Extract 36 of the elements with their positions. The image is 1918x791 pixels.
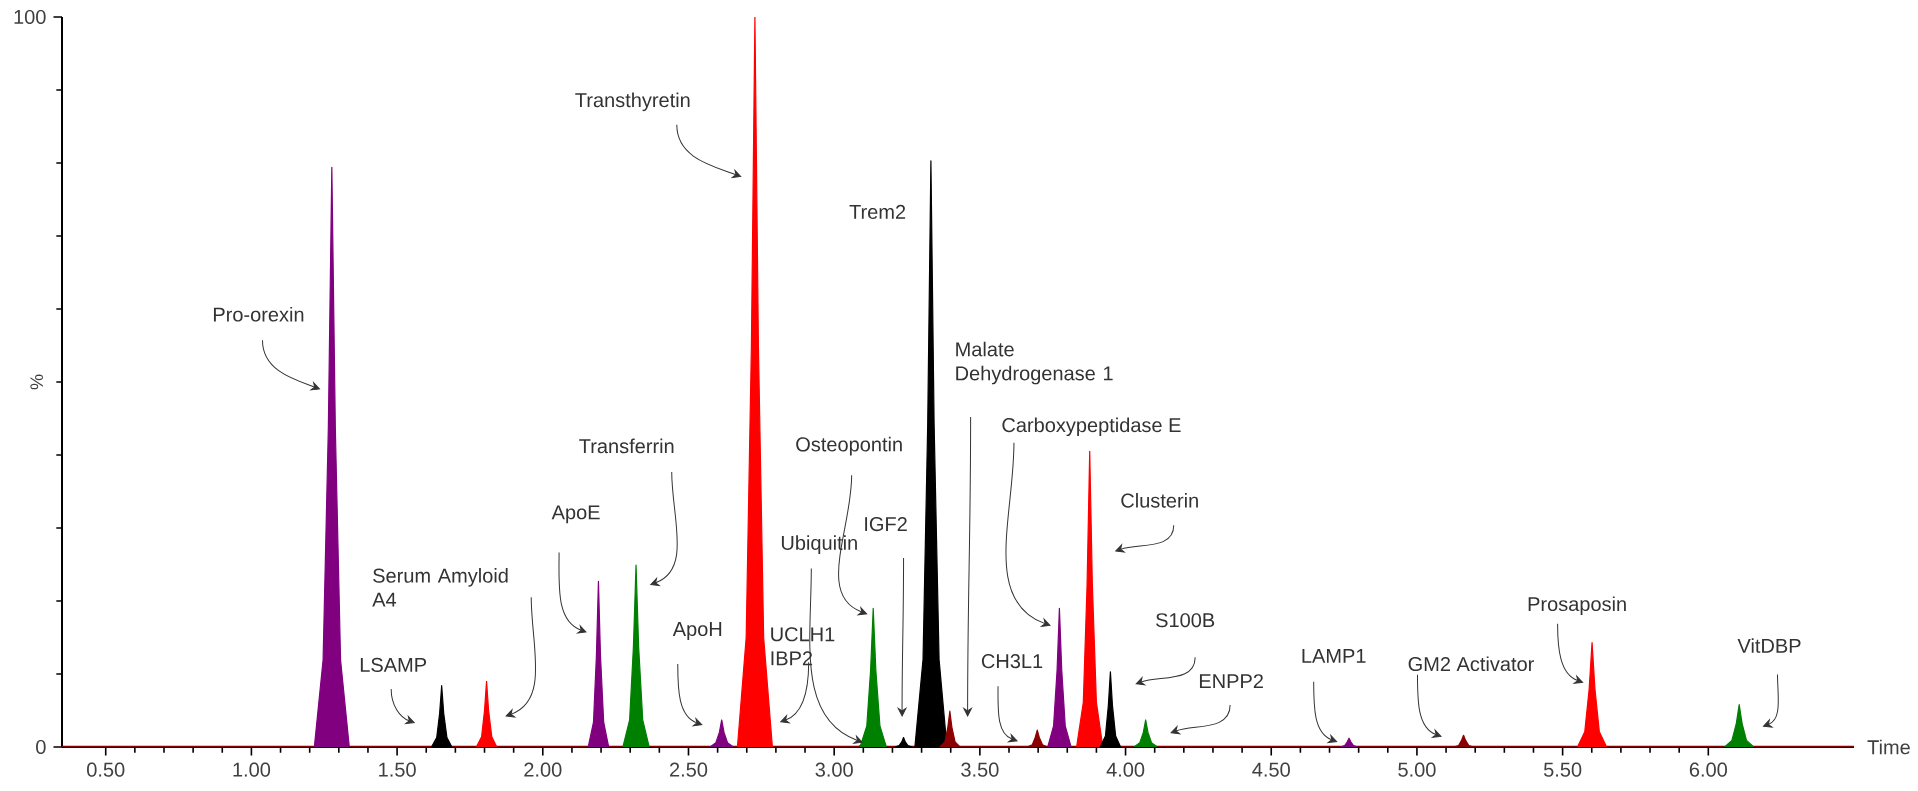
- x-tick-label: 2.50: [670, 762, 708, 777]
- y-axis-title: %: [30, 374, 43, 390]
- x-tick-label: 6.00: [1689, 762, 1727, 777]
- annotation: Malate Dehydrogenase 1: [956, 341, 1113, 385]
- annotation: VitDBP: [1737, 638, 1801, 653]
- annotation: Serum Amyloid A4: [372, 568, 508, 607]
- x-tick-label: 1.00: [233, 762, 271, 777]
- annotation: Transthyretin: [575, 92, 690, 112]
- annotation: Pro-orexin: [213, 306, 304, 322]
- x-tick-label: 4.00: [1106, 762, 1145, 777]
- annotation: CH3L1: [981, 654, 1043, 669]
- annotation: LAMP1: [1302, 648, 1366, 663]
- y-tick-label: 100: [14, 9, 46, 25]
- x-tick-label: 5.00: [1398, 762, 1436, 777]
- annotation: S100B: [1156, 613, 1215, 628]
- annotation: Transferrin: [579, 438, 674, 454]
- x-tick-label: 5.50: [1543, 762, 1582, 777]
- annotation: Prosaposin: [1528, 596, 1626, 616]
- annotation: GM2 Activator: [1408, 656, 1534, 672]
- annotation: Clusterin: [1121, 493, 1198, 508]
- annotation: IGF2: [865, 516, 907, 532]
- y-tick-label: 0: [36, 739, 46, 755]
- annotation: ENPP2: [1199, 674, 1263, 689]
- x-tick-label: 0.50: [87, 762, 125, 777]
- x-tick-label: 1.50: [379, 762, 416, 777]
- annotation: ApoH: [672, 622, 722, 641]
- x-tick-label: 4.50: [1252, 762, 1290, 777]
- annotation: ApoE: [551, 505, 600, 524]
- annotation: Osteopontin: [796, 436, 902, 456]
- x-tick-label: 3.00: [815, 762, 853, 777]
- annotation: LSAMP: [360, 657, 427, 672]
- x-tick-label: 2.00: [524, 762, 562, 777]
- annotation: Carboxypeptidase E: [1002, 417, 1181, 437]
- annotation: Trem2: [849, 204, 906, 219]
- x-axis-title: Time: [1867, 739, 1910, 755]
- x-tick-label: 3.50: [961, 762, 999, 777]
